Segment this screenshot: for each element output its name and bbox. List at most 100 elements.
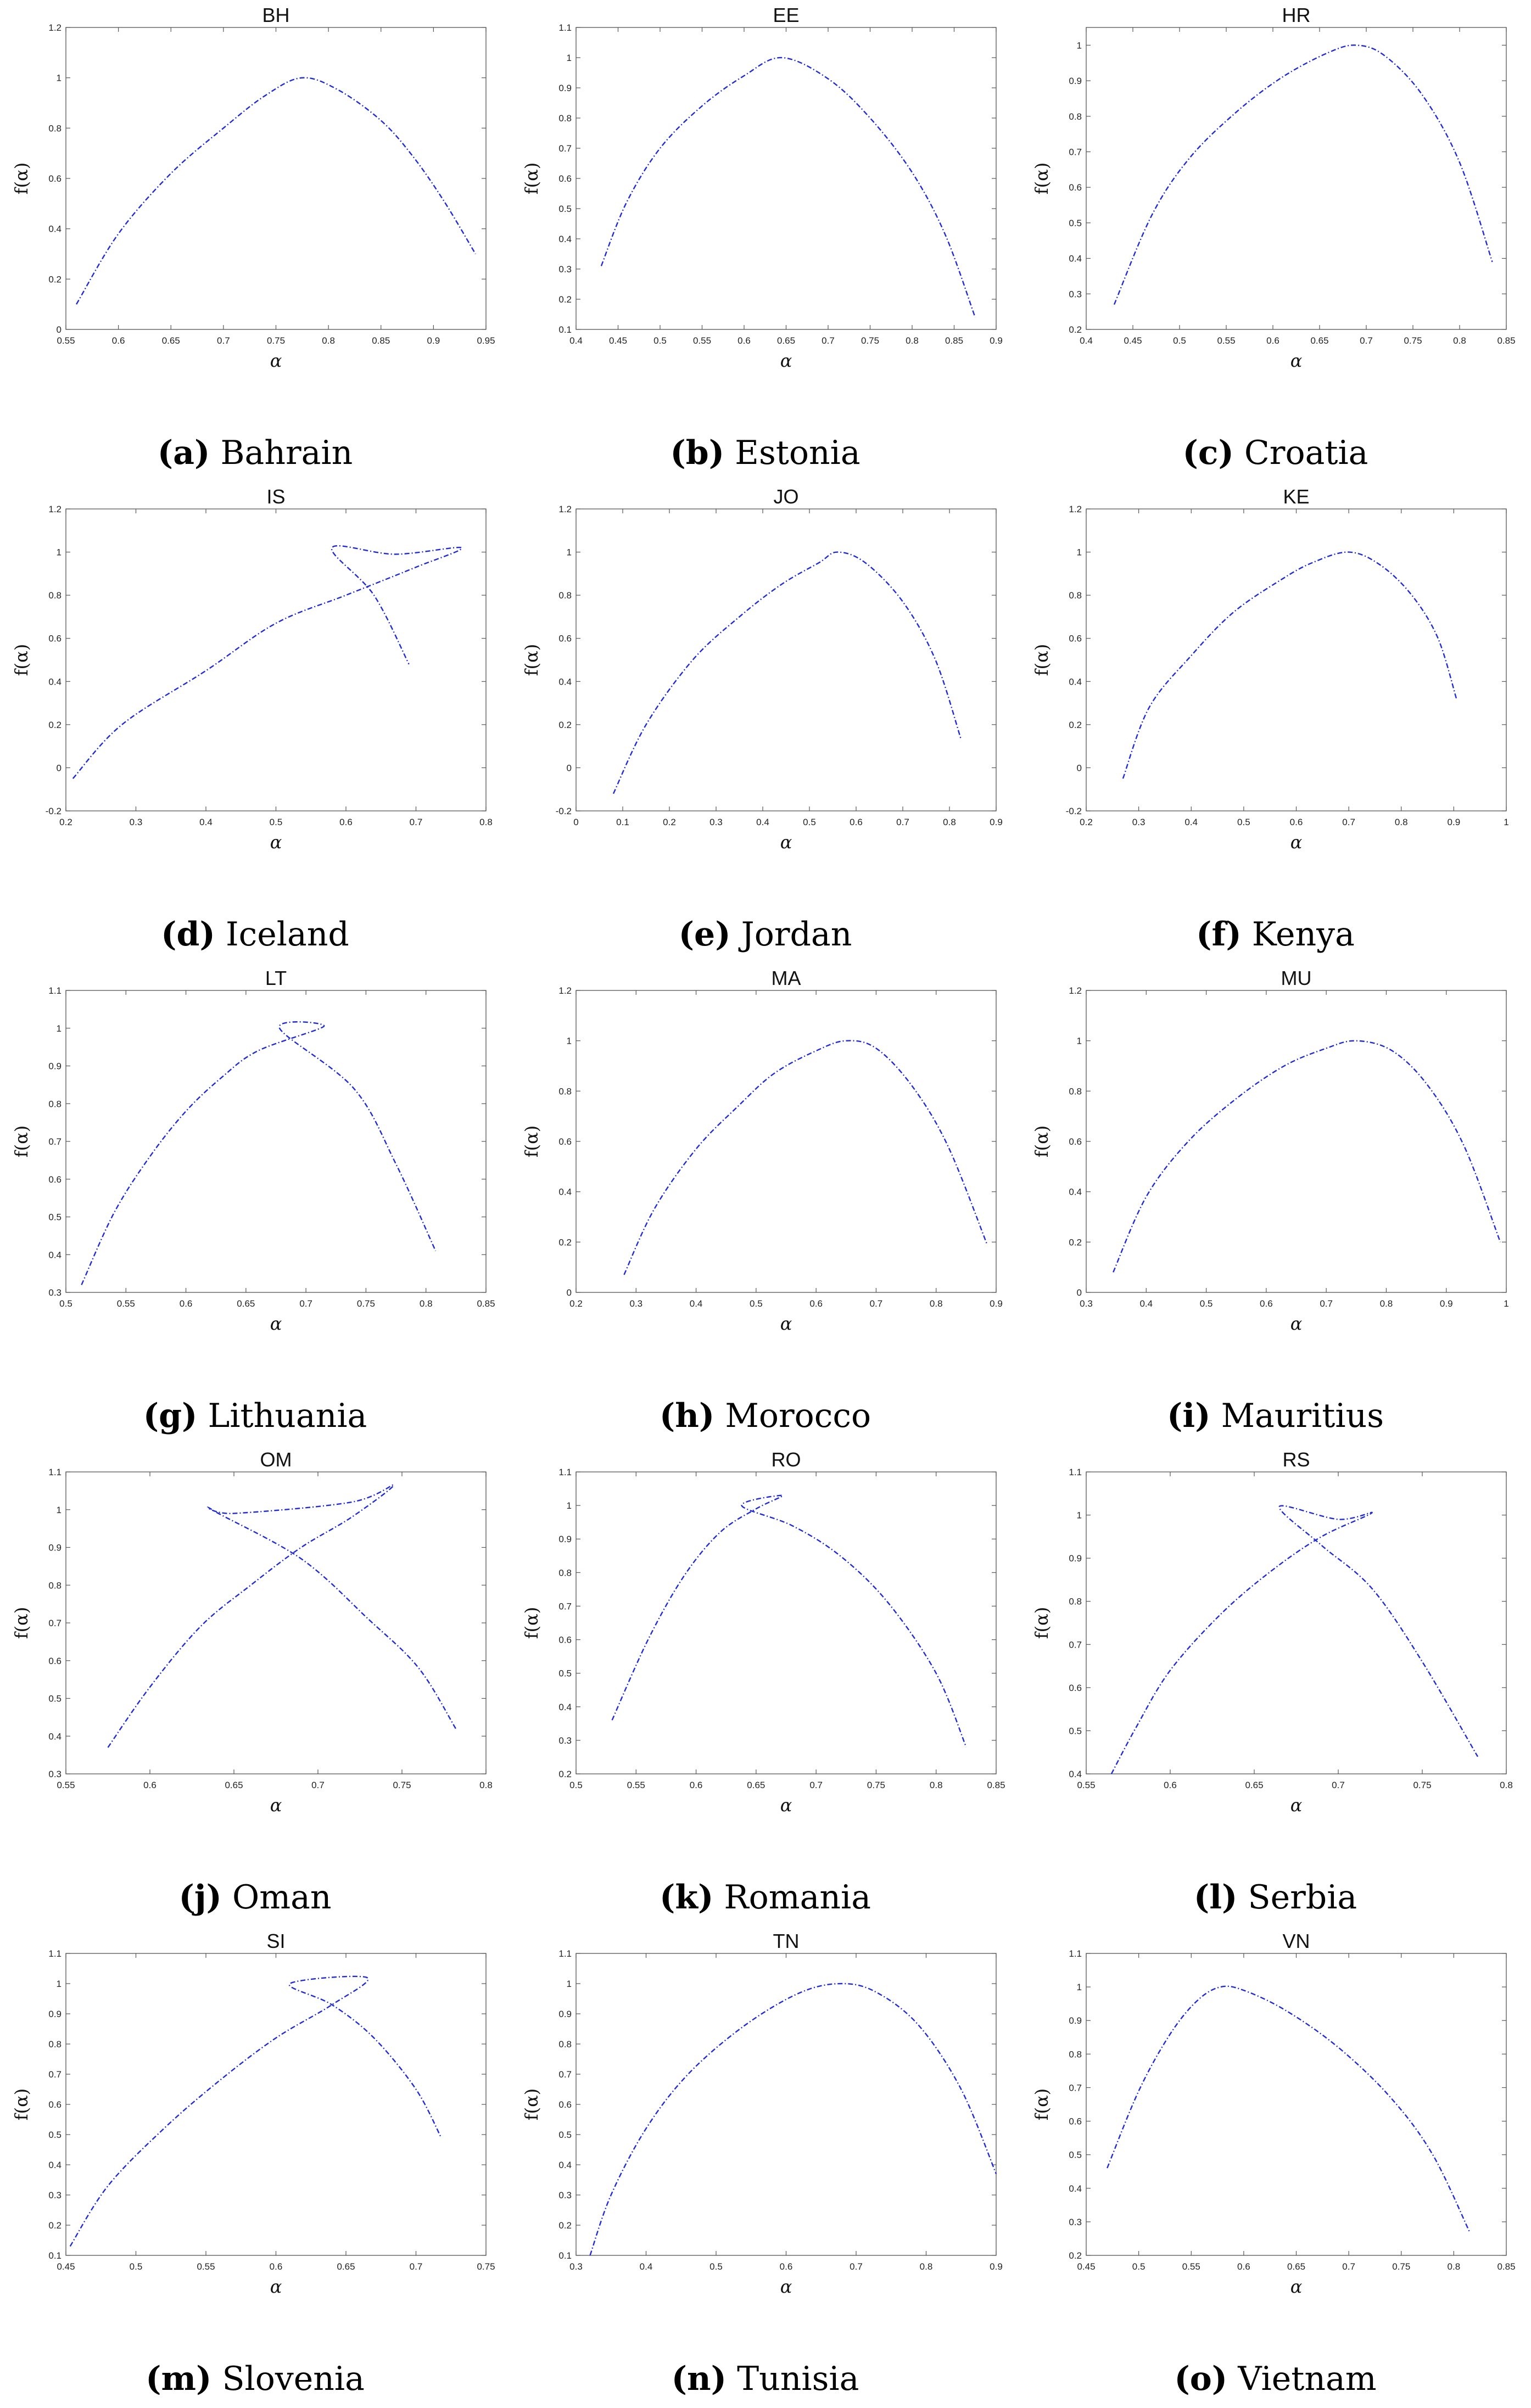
y-tick-label: 0 [57,324,62,335]
x-tick-label: 0.65 [1287,2261,1305,2272]
chart-panel-l: 0.55 0.6 0.65 0.7 0.75 0.8 0.4 0.5 0.6 0.7 0.8 0.9 1… [1020,1444,1530,1926]
x-tick-label: 0.3 [1132,817,1146,827]
x-tick-label: 0.3 [1080,1298,1093,1309]
x-tick-label: 0.6 [850,817,863,827]
x-tick-label: 0.6 [180,1298,193,1309]
x-tick-label: 0.75 [267,335,285,346]
y-tick-label: 0.4 [48,1250,62,1260]
x-tick-label: 0.4 [569,335,583,346]
x-tick-label: 0.75 [477,2261,495,2272]
plot-frame [575,990,997,1293]
x-tick-label: 0.8 [943,817,956,827]
x-tick-label: 0.55 [1182,2261,1200,2272]
y-tick-label: 0.4 [1069,2183,1082,2194]
x-tick-label: 0.9 [990,817,1003,827]
x-axis-label: α [270,2276,282,2297]
x-tick-label: 0.55 [57,1780,75,1790]
y-tick-label: 0.2 [558,720,572,730]
subfigure-letter: (c) [1182,434,1234,472]
y-tick-label: 0.6 [1069,182,1082,193]
x-tick-label: 0.7 [1342,817,1355,827]
x-tick-label: 0.65 [777,335,795,346]
y-tick-label: 1.1 [1069,1948,1082,1959]
y-axis-label: f(α) [1031,1607,1052,1639]
x-tick-label: 0.55 [627,1780,645,1790]
chart-svg-c: 0.4 0.45 0.5 0.55 0.6 0.65 0.7 0.75 0.8 0.850.20.… [1031,4,1516,371]
x-tick-label: 0.8 [930,1298,943,1309]
chart-svg-d: 0.2 0.3 0.4 0.5 0.6 0.7 0.8 -0.2 0 0.2 0.4 0.6 0.8 1 1… [11,485,493,853]
y-tick-label: 0.5 [48,1694,62,1704]
x-tick-label: 0.6 [1266,335,1279,346]
x-tick-label: 0.8 [420,1298,433,1309]
x-tick-label: 0.2 [1080,817,1093,827]
chart-panel-a: 0.55 0.6 0.65 0.7 0.75 0.8 0.85 0.9 0.95 0 0.2 0.4 0… [0,0,510,481]
y-axis-label: f(α) [11,1125,32,1157]
subfigure-letter: (l) [1193,1878,1238,1917]
x-tick-label: 0.2 [663,817,676,827]
x-tick-label: 0.7 [896,817,909,827]
y-tick-label: 0.4 [48,676,62,687]
subfigure-letter: (d) [161,915,215,954]
y-tick-label: 1.1 [558,1467,572,1477]
subfigure-letter: (m) [146,2360,212,2398]
x-tick-label: 0.45 [1124,335,1142,346]
y-tick-label: 0.3 [1069,2217,1082,2227]
x-tick-label: 0.4 [640,2261,653,2272]
y-tick-label: 0.1 [558,324,572,335]
y-tick-label: 0.4 [558,234,572,244]
subfigure-letter: (e) [678,915,731,954]
chart-svg-o: 0.45 0.5 0.55 0.6 0.65 0.7 0.75 0.8 0.85 0.2 0.3 0.… [1031,1930,1516,2297]
y-tick-label: 0.2 [558,294,572,305]
x-tick-label: 0.4 [1139,1298,1153,1309]
y-tick-label: 1.2 [1069,985,1082,996]
y-tick-label: 0.7 [558,2069,572,2080]
chart-panel-e: 0 0.1 0.2 0.3 0.4 0.5 0.6 0.7 0.8 0.9 -0.2 0 0.2 0.4 0… [510,481,1020,963]
x-tick-label: 0.2 [569,1298,583,1309]
subfigure-country: Slovenia [211,2360,365,2398]
subfigure-country: Jordan [730,915,852,954]
x-tick-label: 0.5 [569,1780,583,1790]
x-tick-label: 0.65 [162,335,180,346]
y-tick-label: 0.8 [1069,1597,1082,1607]
y-tick-label: 0.2 [1069,720,1082,730]
y-axis-label: f(α) [521,1125,542,1157]
y-tick-label: 1.1 [558,1948,572,1959]
subfigure-letter: (o) [1174,2360,1228,2398]
subfigure-country: Estonia [724,434,861,472]
y-tick-label: 0.5 [1069,2150,1082,2160]
subfigure-caption: (e) Jordan [510,915,1020,954]
subfigure-country: Lithuania [197,1397,367,1435]
x-tick-label: 0.2 [59,817,72,827]
chart-svg-a: 0.55 0.6 0.65 0.7 0.75 0.8 0.85 0.9 0.95 0 0.2 0.4 0… [11,4,495,371]
subfigure-country: Morocco [714,1397,871,1435]
x-tick-label: 0.7 [1332,1780,1345,1790]
x-tick-label: 0.6 [1290,817,1303,827]
plot-frame [575,1471,997,1774]
x-tick-label: 0.8 [479,1780,493,1790]
y-tick-label: 0.3 [558,264,572,275]
y-tick-label: 0.8 [558,113,572,124]
chart-svg-g: 0.5 0.55 0.6 0.65 0.7 0.75 0.8 0.85 0.3 0.4 0.5 0.6… [11,967,495,1334]
chart-panel-m: 0.45 0.5 0.55 0.6 0.65 0.7 0.75 0.1 0.2 0.3 0.4 0.5… [0,1926,510,2407]
subfigure-country: Iceland [215,915,349,954]
y-tick-label: 0.5 [558,2130,572,2140]
y-tick-label: 0.7 [48,2069,62,2080]
chart-svg-f: 0.2 0.3 0.4 0.5 0.6 0.7 0.8 0.9 1 -0.2 0 0.2 0.4 0.6 0… [1031,485,1509,853]
chart-svg-l: 0.55 0.6 0.65 0.7 0.75 0.8 0.4 0.5 0.6 0.7 0.8 0.9 1… [1031,1448,1513,1816]
y-tick-label: 0.9 [48,2009,62,2019]
x-axis-label: α [270,350,282,371]
y-tick-label: 1 [57,1023,62,1034]
chart-title: MA [772,967,801,989]
subfigure-caption: (b) Estonia [510,434,1020,472]
x-tick-label: 0.75 [867,1780,885,1790]
x-tick-label: 0.4 [1184,817,1198,827]
series-line-f-alpha [81,1021,437,1285]
chart-title: KE [1283,485,1309,508]
y-tick-label: 0.3 [48,2190,62,2200]
x-tick-label: 0.7 [299,1298,312,1309]
chart-title: RO [772,1448,801,1471]
x-tick-label: 0.45 [609,335,627,346]
chart-panel-i: 0.3 0.4 0.5 0.6 0.7 0.8 0.9 1 0 0.2 0.4 0.6 0.8 1 1.2 M… [1020,963,1530,1444]
x-tick-label: 0.6 [1237,2261,1250,2272]
y-axis-label: f(α) [1031,644,1052,676]
